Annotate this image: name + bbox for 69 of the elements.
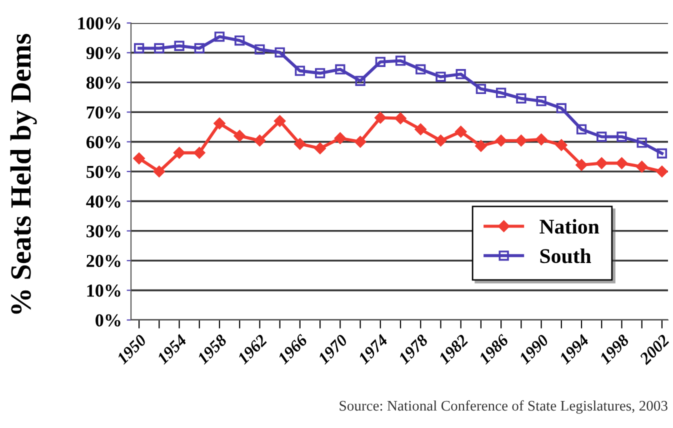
y-tick-label: 30%	[86, 225, 120, 238]
point	[636, 138, 647, 148]
point	[375, 56, 386, 67]
y-tick-label: 10%	[87, 284, 120, 297]
point	[536, 96, 546, 106]
point	[274, 47, 285, 58]
point	[274, 115, 286, 127]
point	[234, 35, 245, 46]
legend-label: Nation	[540, 219, 600, 234]
point	[596, 132, 607, 142]
point	[416, 64, 426, 74]
point	[556, 103, 566, 114]
point	[476, 84, 486, 94]
source-note: Source: National Conference of State Legislatures, 2003	[340, 400, 668, 414]
point	[596, 157, 608, 169]
point	[214, 118, 226, 130]
point	[153, 166, 165, 178]
y-tick-label: 80%	[86, 76, 120, 89]
point	[134, 43, 144, 54]
point	[434, 134, 447, 146]
point	[394, 112, 406, 124]
point	[636, 160, 648, 173]
y-tick-label: 100%	[78, 17, 120, 30]
point	[354, 136, 366, 148]
point	[314, 142, 326, 154]
point	[656, 166, 668, 178]
point	[174, 40, 184, 51]
point	[495, 134, 507, 146]
point	[576, 159, 588, 171]
point	[254, 44, 265, 55]
point	[436, 72, 446, 82]
point	[475, 140, 487, 152]
point	[314, 68, 326, 78]
y-tick-label: 50%	[86, 166, 120, 178]
point	[616, 157, 628, 169]
point	[395, 56, 406, 66]
point	[455, 126, 467, 138]
point	[335, 64, 346, 74]
point	[616, 132, 627, 142]
point	[355, 76, 366, 86]
point	[414, 124, 426, 136]
y-tick-label: 60%	[86, 136, 120, 148]
point	[173, 146, 186, 159]
point	[374, 112, 386, 124]
point	[516, 93, 526, 104]
point	[656, 148, 668, 158]
point	[194, 43, 204, 54]
point	[294, 138, 306, 150]
y-tick-label: 0%	[96, 314, 120, 326]
legend-label: South	[540, 248, 592, 264]
point	[456, 69, 466, 80]
point	[133, 152, 145, 164]
y-tick-label: 90%	[86, 46, 120, 60]
point	[254, 134, 266, 146]
y-tick-label: 70%	[86, 106, 120, 119]
point	[556, 139, 568, 151]
point	[194, 146, 206, 159]
point	[154, 43, 164, 54]
point	[576, 124, 587, 134]
point	[515, 134, 527, 146]
point	[234, 130, 246, 142]
point	[294, 66, 306, 76]
point	[496, 88, 506, 98]
y-tick-label: 20%	[86, 254, 120, 268]
y-axis-title: % Seats Held by Dems	[10, 34, 37, 314]
point	[535, 134, 548, 146]
point	[214, 32, 225, 42]
point	[334, 132, 346, 144]
y-tick-label: 40%	[86, 195, 120, 208]
